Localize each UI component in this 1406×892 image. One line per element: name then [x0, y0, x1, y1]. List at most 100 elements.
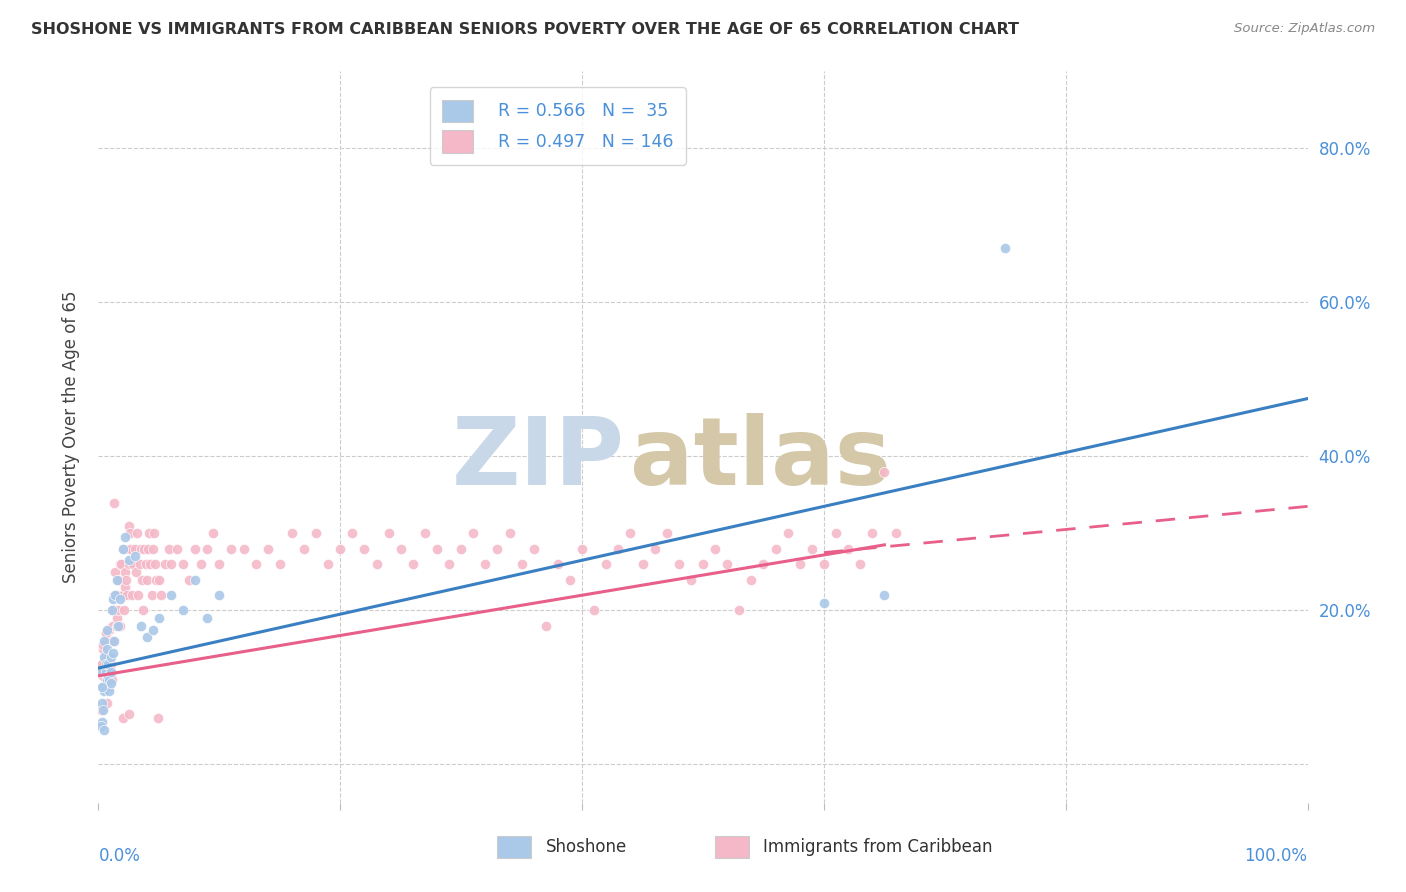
Point: [142, 541, 165, 556]
Point: [98, 681, 121, 695]
Point: [135, 573, 157, 587]
Point: [105, 573, 128, 587]
Point: [100, 603, 122, 617]
Point: [101, 618, 124, 632]
Point: [704, 541, 727, 556]
Point: [117, 588, 139, 602]
Point: [232, 541, 254, 556]
Point: [91, 714, 114, 729]
Point: [96, 623, 118, 637]
Point: [100, 649, 122, 664]
Point: [389, 541, 412, 556]
Point: [129, 618, 152, 632]
Point: [860, 526, 883, 541]
Point: [172, 603, 194, 617]
Point: [873, 588, 896, 602]
Point: [437, 557, 460, 571]
Point: [94, 649, 117, 664]
Point: [463, 526, 485, 541]
Point: [97, 649, 120, 664]
Point: [789, 557, 811, 571]
Point: [679, 573, 702, 587]
Point: [108, 618, 131, 632]
Point: [107, 573, 129, 587]
Point: [94, 626, 117, 640]
Point: [160, 557, 183, 571]
Point: [148, 611, 170, 625]
Point: [510, 557, 533, 571]
Point: [146, 711, 169, 725]
Point: [96, 634, 118, 648]
Point: [571, 541, 593, 556]
Point: [94, 657, 117, 672]
Point: [728, 603, 751, 617]
Point: [160, 588, 183, 602]
Bar: [498, 836, 531, 858]
Point: [96, 641, 118, 656]
Point: [153, 557, 176, 571]
Point: [353, 541, 375, 556]
Point: [108, 557, 131, 571]
Point: [91, 703, 114, 717]
Point: [112, 603, 135, 617]
Point: [486, 541, 509, 556]
Text: 100.0%: 100.0%: [1244, 847, 1308, 864]
Point: [91, 641, 114, 656]
Point: [136, 541, 159, 556]
Point: [994, 242, 1017, 256]
Point: [105, 611, 128, 625]
Point: [91, 681, 114, 695]
Point: [143, 526, 166, 541]
Point: [342, 526, 364, 541]
Point: [208, 557, 231, 571]
Point: [132, 603, 155, 617]
Point: [91, 638, 114, 652]
Point: [583, 603, 606, 617]
Point: [377, 526, 399, 541]
Point: [104, 588, 127, 602]
Point: [97, 657, 120, 672]
Point: [329, 541, 352, 556]
Point: [111, 711, 134, 725]
Point: [558, 573, 581, 587]
Point: [644, 541, 666, 556]
Point: [474, 557, 496, 571]
Point: [114, 580, 136, 594]
Point: [305, 526, 328, 541]
Point: [800, 541, 823, 556]
Point: [120, 541, 142, 556]
Point: [96, 696, 118, 710]
Point: [98, 673, 121, 687]
Point: [118, 526, 141, 541]
Point: [202, 526, 225, 541]
Point: [98, 684, 121, 698]
Point: [221, 541, 243, 556]
Point: [595, 557, 617, 571]
Text: SHOSHONE VS IMMIGRANTS FROM CARIBBEAN SENIORS POVERTY OVER THE AGE OF 65 CORRELA: SHOSHONE VS IMMIGRANTS FROM CARIBBEAN SE…: [31, 22, 1019, 37]
Point: [91, 669, 114, 683]
Point: [105, 588, 128, 602]
Point: [402, 557, 425, 571]
Point: [825, 526, 848, 541]
Point: [100, 676, 122, 690]
Point: [740, 573, 762, 587]
Point: [135, 630, 157, 644]
Point: [776, 526, 799, 541]
Point: [91, 657, 114, 672]
Point: [619, 526, 641, 541]
Point: [104, 565, 127, 579]
Point: [813, 557, 835, 571]
Point: [292, 541, 315, 556]
Point: [97, 665, 120, 679]
Point: [91, 657, 114, 672]
Point: [127, 588, 149, 602]
Point: [91, 696, 114, 710]
Point: [114, 565, 136, 579]
Point: [195, 541, 218, 556]
Point: [426, 541, 449, 556]
Point: [668, 557, 690, 571]
Point: [179, 573, 201, 587]
Point: [101, 591, 124, 606]
Point: [100, 669, 122, 683]
Text: Immigrants from Caribbean: Immigrants from Caribbean: [763, 838, 993, 855]
